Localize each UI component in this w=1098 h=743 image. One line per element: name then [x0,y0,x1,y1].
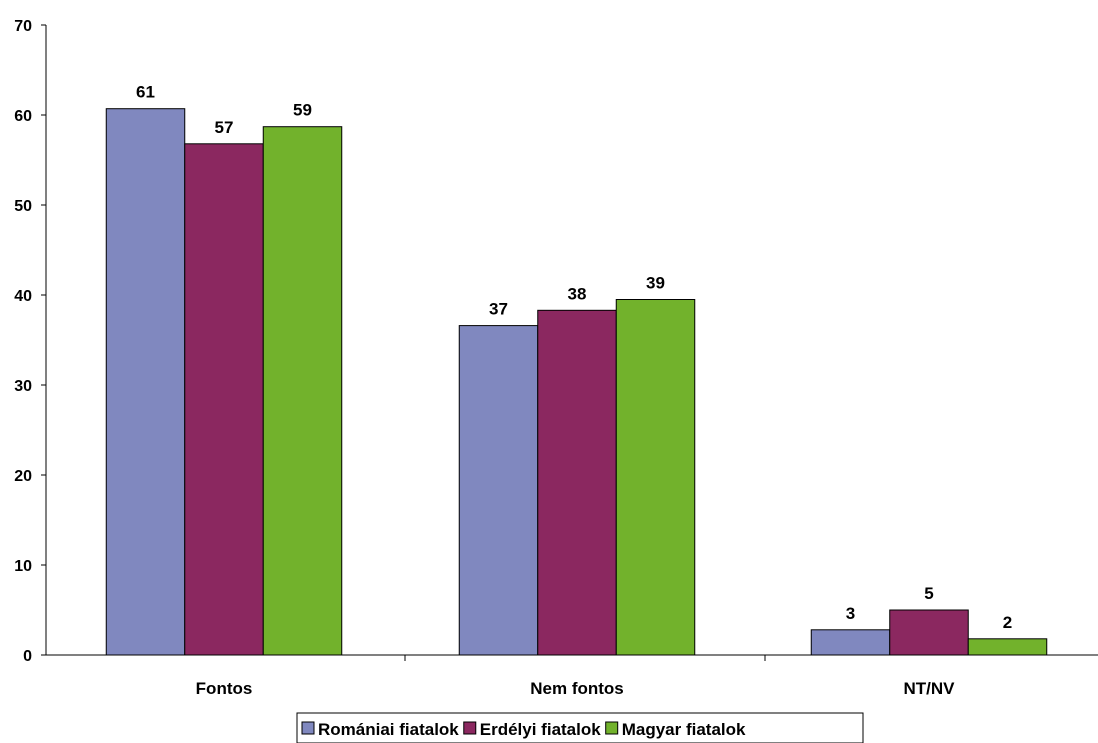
bar-magyar-fiatalok-nt-nv [967,638,1048,656]
bar-erd-lyi-fiatalok-fontos [184,143,264,656]
y-tick-label: 40 [14,288,32,305]
x-category-label: NT/NV [904,679,956,698]
chart-axes: 0 10 20 30 40 50 60 70 Fontos Nem fontos NT/NV [14,18,1098,698]
bar-erd-lyi-fiatalok-nt-nv [889,609,969,656]
bar-rom-niai-fiatalok-fontos [105,108,186,656]
data-label: 59 [293,101,312,120]
y-tick-label: 50 [14,198,32,215]
legend-box [296,712,864,743]
data-label: 3 [846,604,855,623]
legend-label: Magyar fiatalok [622,720,746,739]
legend-label: Erdélyi fiatalok [480,720,601,739]
bar-rom-niai-fiatalok-nt-nv [810,629,891,656]
data-label: 2 [1003,613,1012,632]
data-label: 61 [136,83,155,102]
data-label: 37 [489,300,508,319]
bar-rom-niai-fiatalok-nem-fontos [458,325,539,656]
y-tick-label: 20 [14,468,32,485]
y-tick-label: 30 [14,378,32,395]
y-tick-label: 10 [14,558,32,575]
data-label: 5 [924,584,933,603]
x-category-label: Nem fontos [530,679,624,698]
y-tick-label: 70 [14,18,32,35]
data-label: 38 [568,284,587,303]
legend-swatch [463,721,477,735]
chart-data-labels: 61 57 59 37 38 39 3 5 2 [136,83,1012,632]
bar-erd-lyi-fiatalok-nem-fontos [537,309,617,656]
legend-swatch [301,721,315,735]
chart-legend: Romániai fiatalok Erdélyi fiatalok Magyar … [296,712,864,743]
legend-swatch [605,721,619,735]
data-label: 39 [646,274,665,293]
y-tick-label: 0 [23,648,32,665]
bar-magyar-fiatalok-nem-fontos [615,299,696,656]
legend-label: Romániai fiatalok [318,720,459,739]
x-category-label: Fontos [196,679,253,698]
y-tick-label: 60 [14,108,32,125]
chart-bars [105,108,1048,656]
bar-magyar-fiatalok-fontos [262,126,343,656]
data-label: 57 [215,118,234,137]
